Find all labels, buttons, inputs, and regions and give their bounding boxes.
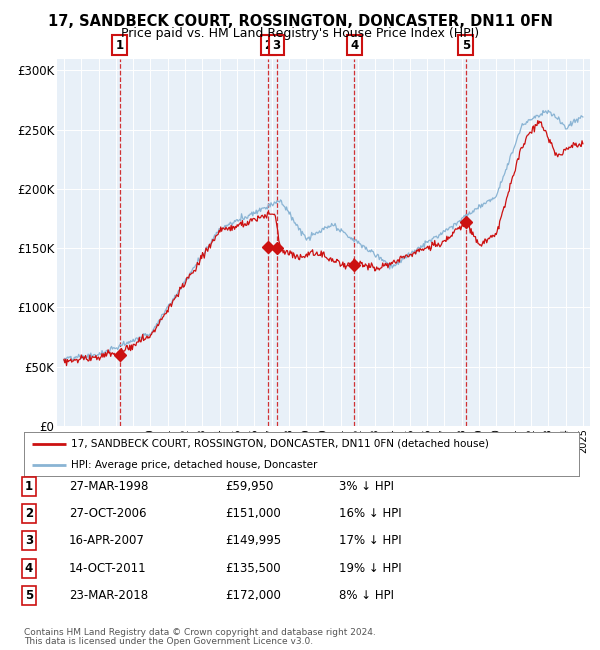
Text: 1: 1 [25, 480, 33, 493]
Text: £59,950: £59,950 [225, 480, 274, 493]
Text: 3% ↓ HPI: 3% ↓ HPI [339, 480, 394, 493]
Text: £149,995: £149,995 [225, 534, 281, 547]
Text: This data is licensed under the Open Government Licence v3.0.: This data is licensed under the Open Gov… [24, 637, 313, 646]
Text: 2: 2 [265, 38, 272, 51]
Text: £172,000: £172,000 [225, 589, 281, 602]
Text: 27-MAR-1998: 27-MAR-1998 [69, 480, 148, 493]
Text: Price paid vs. HM Land Registry's House Price Index (HPI): Price paid vs. HM Land Registry's House … [121, 27, 479, 40]
Text: 4: 4 [25, 562, 33, 575]
Text: 16% ↓ HPI: 16% ↓ HPI [339, 507, 401, 520]
Text: £135,500: £135,500 [225, 562, 281, 575]
Text: 14-OCT-2011: 14-OCT-2011 [69, 562, 146, 575]
Text: 3: 3 [25, 534, 33, 547]
Text: 8% ↓ HPI: 8% ↓ HPI [339, 589, 394, 602]
Text: 5: 5 [25, 589, 33, 602]
Text: 23-MAR-2018: 23-MAR-2018 [69, 589, 148, 602]
Text: 2: 2 [25, 507, 33, 520]
Text: 1: 1 [116, 38, 124, 51]
Text: 17, SANDBECK COURT, ROSSINGTON, DONCASTER, DN11 0FN: 17, SANDBECK COURT, ROSSINGTON, DONCASTE… [47, 14, 553, 29]
Text: 27-OCT-2006: 27-OCT-2006 [69, 507, 146, 520]
Text: £151,000: £151,000 [225, 507, 281, 520]
Text: 3: 3 [272, 38, 281, 51]
Text: HPI: Average price, detached house, Doncaster: HPI: Average price, detached house, Donc… [71, 460, 317, 470]
Text: 17% ↓ HPI: 17% ↓ HPI [339, 534, 401, 547]
Text: 19% ↓ HPI: 19% ↓ HPI [339, 562, 401, 575]
Text: 17, SANDBECK COURT, ROSSINGTON, DONCASTER, DN11 0FN (detached house): 17, SANDBECK COURT, ROSSINGTON, DONCASTE… [71, 439, 489, 449]
Text: Contains HM Land Registry data © Crown copyright and database right 2024.: Contains HM Land Registry data © Crown c… [24, 628, 376, 637]
Text: 16-APR-2007: 16-APR-2007 [69, 534, 145, 547]
Text: 5: 5 [461, 38, 470, 51]
Text: 4: 4 [350, 38, 358, 51]
